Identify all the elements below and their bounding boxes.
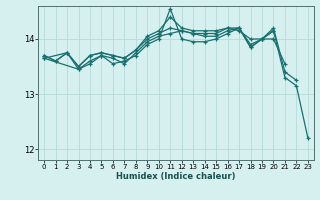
X-axis label: Humidex (Indice chaleur): Humidex (Indice chaleur) bbox=[116, 172, 236, 181]
